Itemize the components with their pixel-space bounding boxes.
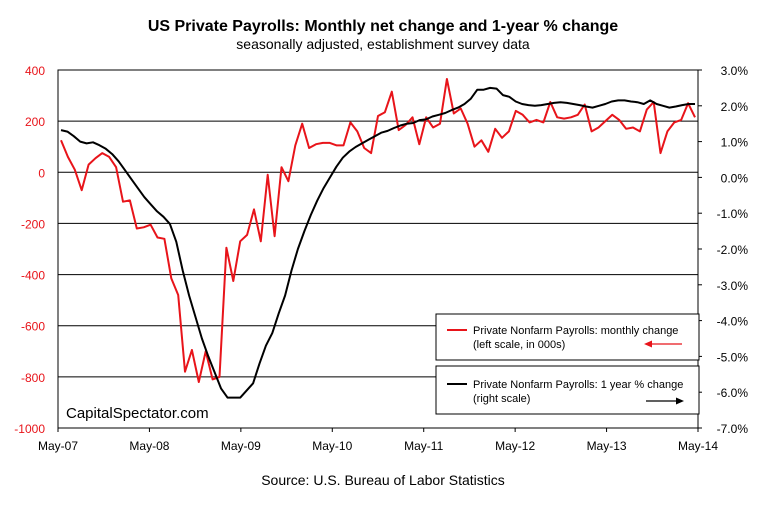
left-tick-label: 200 (25, 115, 45, 129)
watermark: CapitalSpectator.com (66, 405, 209, 422)
right-tick-label: -4.0% (717, 315, 749, 329)
left-tick-label: 0 (38, 166, 45, 180)
left-tick-label: -1000 (14, 422, 45, 436)
right-tick-label: -7.0% (717, 422, 749, 436)
left-axis: 400 200 0 -200 -400 -600 -800 -1000 (14, 64, 45, 436)
right-arrow-icon (646, 397, 684, 405)
x-tick-label: May-07 (38, 439, 78, 453)
right-tick-label: -2.0% (717, 243, 749, 257)
chart-title: US Private Payrolls: Monthly net change … (148, 18, 618, 35)
legend-label-yoy: Private Nonfarm Payrolls: 1 year % chang… (473, 379, 683, 391)
left-tick-label: -600 (21, 320, 45, 334)
x-tick-label: May-11 (404, 439, 443, 453)
legend-box-monthly (435, 313, 700, 361)
x-axis: May-07 May-08 May-09 May-10 May-11 May-12 May-… (38, 428, 718, 453)
legend-note-yoy: (right scale) (473, 393, 530, 405)
left-tick-label: 400 (25, 64, 45, 78)
x-tick-label: May-09 (221, 439, 261, 453)
source-note: Source: U.S. Bureau of Labor Statistics (261, 472, 505, 488)
left-tick-label: -800 (21, 371, 45, 385)
right-tick-label: 1.0% (721, 136, 749, 150)
right-tick-label: -1.0% (717, 207, 749, 221)
left-arrow-icon (644, 340, 682, 348)
left-tick-label: -400 (21, 269, 45, 283)
right-tick-label: 3.0% (721, 64, 749, 78)
x-tick-label: May-13 (587, 439, 627, 453)
gridlines (58, 120, 698, 378)
x-tick-label: May-08 (129, 439, 169, 453)
x-tick-label: May-14 (678, 439, 718, 453)
series-line-monthly-change (60, 78, 696, 383)
right-axis: 3.0% 2.0% 1.0% 0.0% -1.0% -2.0% -3.0% -4.0% -5.0… (698, 64, 748, 436)
right-tick-label: 0.0% (721, 171, 749, 185)
series-line-yoy-change (60, 86, 695, 399)
chart-subtitle: seasonally adjusted, establishment surve… (236, 36, 530, 52)
x-tick-label: May-12 (495, 439, 535, 453)
legend-box-yoy (435, 365, 700, 415)
right-tick-label: 2.0% (721, 100, 749, 114)
left-tick-label: -200 (21, 217, 45, 231)
legend-note-monthly: (left scale, in 000s) (473, 339, 565, 351)
right-tick-label: -5.0% (717, 350, 749, 364)
right-tick-label: -3.0% (717, 279, 749, 293)
x-tick-label: May-10 (312, 439, 352, 453)
legend-label-monthly: Private Nonfarm Payrolls: monthly change (473, 325, 678, 337)
series-layer (60, 78, 696, 399)
right-tick-label: -6.0% (717, 386, 749, 400)
